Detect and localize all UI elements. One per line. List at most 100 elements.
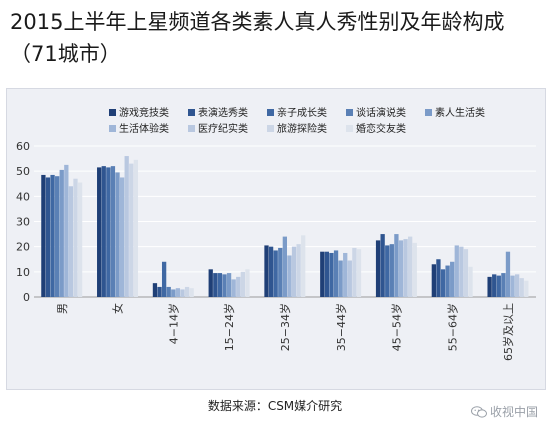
legend-item: 素人生活类 <box>425 106 485 119</box>
y-tick-label: 30 <box>16 216 30 229</box>
y-tick-label: 40 <box>16 190 30 203</box>
bar <box>171 289 176 297</box>
chart-background <box>6 88 546 390</box>
legend-swatch <box>188 125 195 132</box>
bar <box>268 246 274 297</box>
bar <box>208 269 213 297</box>
bar <box>510 275 515 297</box>
bar <box>347 260 352 297</box>
x-axis: 男 女 4−14岁 15−24岁 25−34岁 35−44岁 45−54岁 55−64岁 65岁… <box>56 303 515 361</box>
bar <box>245 269 250 297</box>
bar <box>436 259 441 297</box>
bar <box>356 249 362 297</box>
legend-swatch <box>346 109 353 116</box>
legend-label: 游戏竞技类 <box>119 106 169 119</box>
legend-swatch <box>109 125 116 132</box>
bar <box>431 264 436 297</box>
watermark: 收视中国 <box>470 403 538 420</box>
legend-item: 游戏竞技类 <box>109 106 169 119</box>
bar <box>492 274 497 297</box>
legend-swatch <box>346 125 353 132</box>
legend-label: 亲子成长类 <box>277 106 327 119</box>
wechat-icon <box>470 405 487 418</box>
bar <box>519 278 524 298</box>
bars <box>41 156 529 298</box>
bar <box>106 167 111 297</box>
bar <box>287 255 292 297</box>
legend-label: 医疗纪实类 <box>198 122 248 135</box>
bar <box>226 273 232 297</box>
bar <box>50 174 55 297</box>
bar <box>403 239 408 297</box>
bar <box>450 261 455 297</box>
legend-item: 谈话演说类 <box>346 106 406 119</box>
bar <box>180 289 185 297</box>
bar <box>445 265 450 297</box>
legend-label: 婚恋交友类 <box>356 122 406 135</box>
bar <box>468 266 473 297</box>
legend-label: 旅游探险类 <box>277 122 327 135</box>
bar <box>231 279 236 297</box>
bar <box>55 176 60 297</box>
bar <box>375 240 381 298</box>
legend-swatch <box>267 109 274 116</box>
legend-label: 谈话演说类 <box>356 106 406 119</box>
bar <box>352 247 357 297</box>
legend-swatch <box>188 109 195 116</box>
x-tick-label: 45−54岁 <box>390 303 404 351</box>
bar <box>101 166 106 297</box>
bar <box>291 246 297 297</box>
bar <box>264 245 269 297</box>
bar <box>184 286 190 297</box>
bar <box>189 288 194 297</box>
bar <box>166 286 171 297</box>
legend-swatch <box>109 109 116 116</box>
x-tick-label: 25−34岁 <box>278 303 292 351</box>
legend-item: 医疗纪实类 <box>188 122 248 135</box>
legend-label: 表演选秀类 <box>198 106 248 119</box>
x-tick-label: 4−14岁 <box>166 303 180 344</box>
bar <box>124 156 129 297</box>
bar <box>41 174 46 297</box>
bar <box>324 251 330 297</box>
y-axis: 0 10 20 30 40 50 60 <box>16 140 30 304</box>
chart-title: 2015上半年上星频道各类素人真人秀性别及年龄构成（71城市） <box>10 10 505 66</box>
legend-item: 生活体验类 <box>109 122 169 135</box>
y-tick-label: 0 <box>23 291 30 304</box>
bar <box>501 273 506 297</box>
bar <box>282 236 287 297</box>
bar <box>119 177 125 297</box>
bar <box>217 273 223 297</box>
bar <box>514 274 520 297</box>
bar <box>454 245 459 297</box>
bar <box>496 275 501 297</box>
bar <box>408 236 413 297</box>
bar <box>505 251 511 297</box>
legend-item: 旅游探险类 <box>267 122 327 135</box>
watermark-text: 收视中国 <box>489 405 538 419</box>
y-tick-label: 60 <box>16 140 30 153</box>
bar <box>320 251 325 297</box>
bar <box>440 269 446 297</box>
x-tick-label: 女 <box>111 303 125 314</box>
legend-swatch <box>267 125 274 132</box>
bar <box>59 169 64 297</box>
bar <box>68 186 74 297</box>
x-tick-label: 男 <box>56 303 69 314</box>
x-tick-label: 55−64岁 <box>445 303 459 351</box>
bar <box>97 167 102 297</box>
bar <box>240 271 245 297</box>
bar <box>64 164 69 298</box>
bar <box>329 252 334 297</box>
bar <box>463 249 469 297</box>
legend-item: 婚恋交友类 <box>346 122 406 135</box>
x-tick-label: 35−44岁 <box>334 303 348 351</box>
bar <box>487 276 492 297</box>
bar <box>213 273 218 297</box>
bar <box>133 159 139 297</box>
data-source-note: 数据来源：CSM媒介研究 <box>207 399 343 413</box>
bar <box>175 288 181 297</box>
bar <box>343 252 348 297</box>
bar <box>389 244 394 297</box>
